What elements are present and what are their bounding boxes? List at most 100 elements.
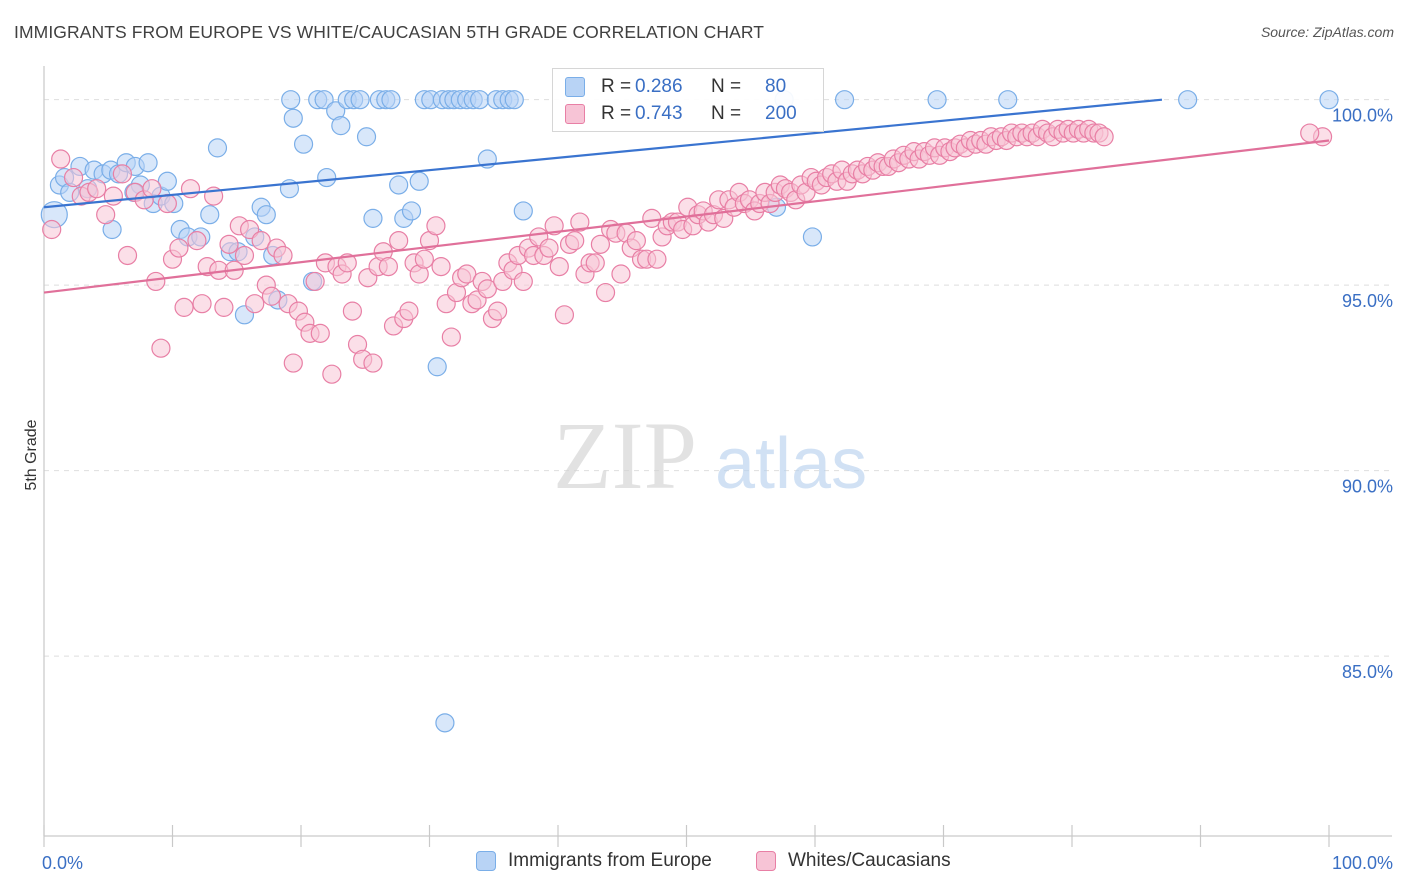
point-whites [51,149,71,169]
point-whites [192,294,212,314]
point-whites [187,231,207,251]
point-europe [409,171,429,191]
point-whites [611,264,631,284]
x-tick-label: 100.0% [1332,853,1393,873]
stats-r-value: 0.286 [635,76,683,97]
stats-row-whites: R = 0.743 N = 200 [565,100,797,128]
point-whites [441,327,461,347]
point-europe [389,175,409,195]
point-europe [998,90,1018,110]
point-whites [426,216,446,236]
point-europe [314,90,334,110]
point-europe [281,90,301,110]
stats-n-label: N = [711,103,742,124]
legend-item-europe[interactable]: Immigrants from Europe [476,850,712,872]
y-axis-label: 5th Grade [23,419,40,490]
point-whites [63,167,84,188]
point-europe [834,90,855,110]
watermark-atlas: atlas [715,424,867,504]
point-whites [539,238,559,258]
point-whites [488,301,508,321]
point-whites [544,216,564,236]
point-whites [157,193,177,214]
point-europe [283,108,303,128]
point-whites [414,249,434,269]
point-europe [401,201,422,221]
legend: Immigrants from Europe Whites/Caucasians [0,850,1406,878]
point-europe [927,90,947,110]
point-whites [310,323,330,343]
legend-swatch-whites [756,851,776,871]
legend-label-whites: Whites/Caucasians [788,850,951,871]
y-tick-label: 95.0% [1342,291,1393,311]
point-europe [157,171,177,191]
point-whites [457,264,477,284]
point-whites [87,179,107,199]
point-europe [363,208,383,228]
stats-r-label: R = [601,103,632,124]
point-whites [146,271,166,292]
y-tick-label: 100.0% [1332,106,1393,126]
trendline-whites [43,139,1330,294]
point-whites [477,279,497,299]
point-whites [363,353,383,373]
point-whites [273,245,293,266]
point-whites [142,179,162,199]
point-whites [214,297,234,317]
point-europe [1178,90,1198,110]
trendline-europe [43,98,1163,209]
point-europe [802,227,823,247]
point-whites [399,301,419,321]
stats-n-value: 200 [765,103,797,124]
stats-swatch-europe [565,77,585,97]
point-whites [549,256,569,277]
stats-row-europe: R = 0.286 N = 80 [565,73,786,101]
point-whites [261,286,282,306]
point-europe [513,201,533,221]
point-whites [42,219,62,240]
watermark-zip: ZIP [553,402,697,509]
stats-swatch-whites [565,104,585,124]
point-europe [207,138,228,158]
point-europe [1319,90,1339,110]
stats-r-label: R = [601,76,632,97]
point-whites [1094,127,1114,147]
point-whites [103,186,123,206]
point-whites [251,231,271,251]
point-whites [626,231,646,251]
point-whites [174,297,194,317]
point-europe [138,153,158,173]
stats-n-label: N = [711,76,742,97]
point-whites [378,256,398,277]
point-whites [565,231,585,251]
point-europe [356,127,377,147]
point-europe [381,90,401,110]
point-whites [554,305,575,325]
point-whites [595,282,616,303]
point-europe [331,116,351,136]
legend-item-whites[interactable]: Whites/Caucasians [756,850,951,872]
legend-swatch-europe [476,851,496,871]
point-whites [96,205,116,225]
point-whites [431,256,451,277]
source-label: Source: ZipAtlas.com [1260,24,1394,40]
stats-n-value: 80 [765,76,787,97]
x-tick-label: 0.0% [42,853,83,873]
stats-box: R = 0.286 N = 80 R = 0.743 N = 200 [552,68,824,132]
point-europe [293,134,314,154]
point-whites [513,271,533,292]
point-europe [317,167,337,188]
point-europe [504,90,524,110]
point-whites [151,338,171,358]
point-whites [283,353,303,373]
legend-label-europe: Immigrants from Europe [508,850,712,871]
y-tick-label: 85.0% [1342,662,1393,682]
stats-r-value: 0.743 [635,103,683,124]
point-europe [435,713,455,733]
point-europe [350,90,370,110]
point-whites [219,234,239,254]
point-whites [585,253,605,273]
point-whites [180,179,201,199]
point-whites [245,294,265,314]
